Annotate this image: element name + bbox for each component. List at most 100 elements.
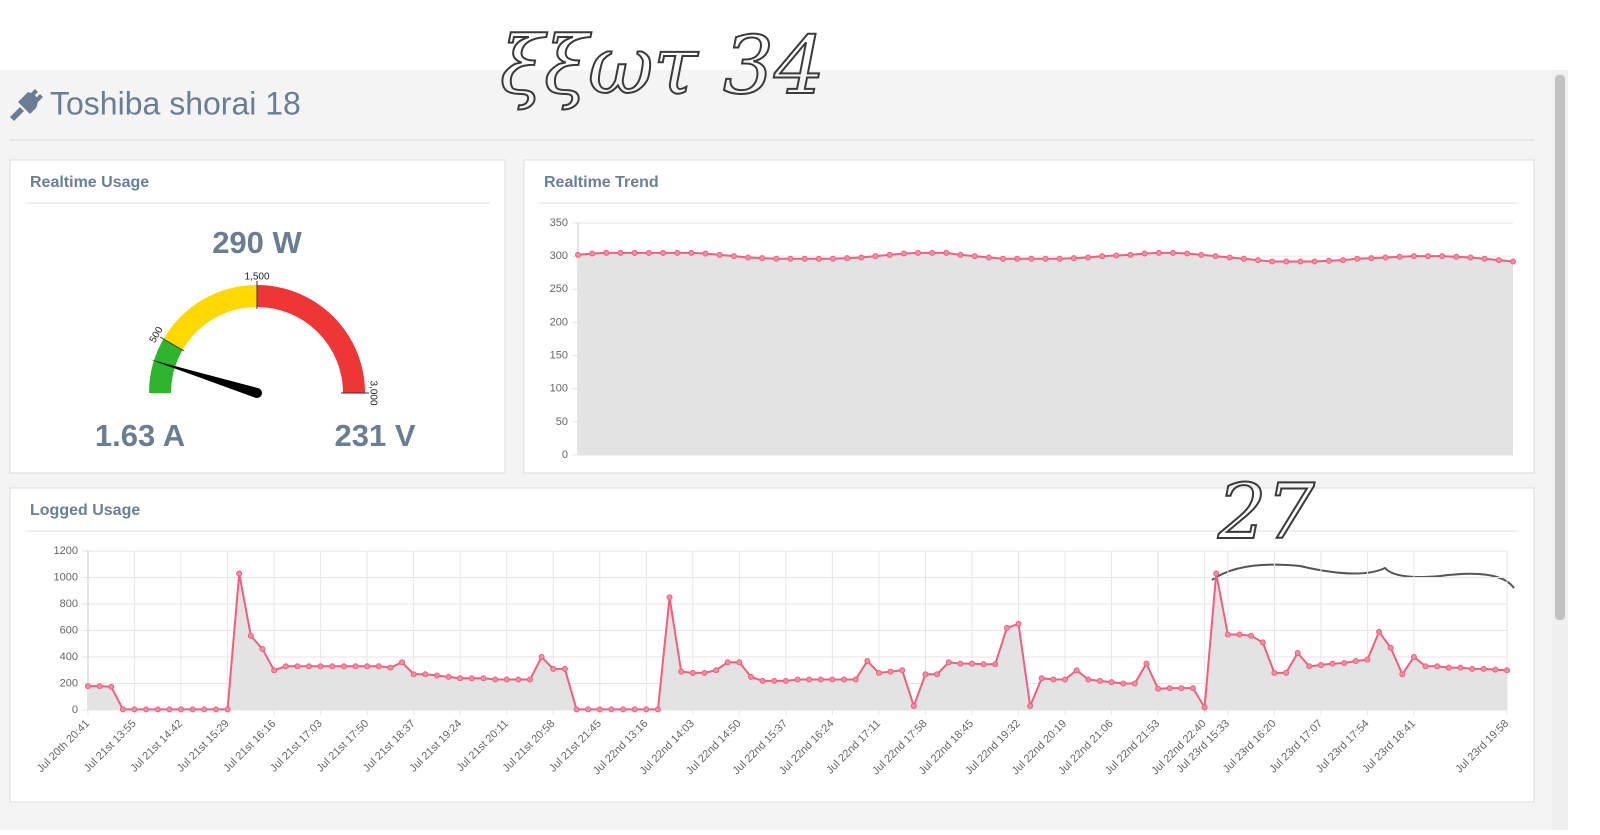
panel-title: Logged Usage xyxy=(30,502,140,519)
y-tick-label: 100 xyxy=(550,383,568,395)
point xyxy=(929,249,936,256)
point xyxy=(1329,660,1336,667)
y-tick-label: 200 xyxy=(550,316,568,328)
point xyxy=(1311,258,1318,265)
point xyxy=(1352,657,1359,664)
point xyxy=(852,676,859,683)
point xyxy=(1042,255,1049,262)
point xyxy=(1000,255,1006,262)
point xyxy=(1155,249,1162,256)
point xyxy=(1294,650,1301,657)
point xyxy=(1099,253,1106,260)
point xyxy=(1096,677,1103,684)
y-tick-label: 0 xyxy=(562,449,568,461)
point xyxy=(1306,663,1313,670)
point xyxy=(1376,628,1383,635)
point xyxy=(702,250,709,257)
gauge-needle xyxy=(150,359,259,398)
point xyxy=(596,706,603,713)
point xyxy=(603,249,610,256)
handwritten-stroke xyxy=(1211,563,1515,589)
point xyxy=(817,676,824,683)
point xyxy=(1364,656,1371,663)
power-reading: 290 W xyxy=(212,225,302,260)
point xyxy=(1317,661,1324,668)
point xyxy=(212,706,219,713)
point xyxy=(730,253,737,260)
point xyxy=(875,669,882,676)
point xyxy=(1297,258,1304,265)
point xyxy=(1340,257,1346,264)
point xyxy=(759,255,766,262)
point xyxy=(457,675,464,682)
point xyxy=(1399,671,1406,678)
point xyxy=(259,646,266,653)
point xyxy=(1226,254,1233,261)
point xyxy=(1184,250,1191,257)
point xyxy=(294,663,301,670)
point xyxy=(96,683,103,690)
point xyxy=(1434,663,1441,670)
point xyxy=(352,663,359,670)
area xyxy=(88,573,1507,710)
point xyxy=(1439,253,1446,260)
point xyxy=(759,677,766,684)
point xyxy=(864,657,871,664)
gauge-band xyxy=(163,285,257,350)
panel xyxy=(9,159,506,474)
point xyxy=(971,253,978,260)
panel xyxy=(9,487,1535,803)
point xyxy=(660,249,666,256)
point xyxy=(1127,251,1134,258)
point xyxy=(1141,250,1148,257)
point xyxy=(189,706,196,713)
point xyxy=(1271,669,1278,676)
point xyxy=(1269,258,1276,265)
gauge-hub xyxy=(252,388,262,398)
point xyxy=(1028,255,1035,262)
point xyxy=(282,663,289,670)
point xyxy=(747,673,754,680)
point xyxy=(1481,255,1488,262)
point xyxy=(1495,257,1502,264)
point xyxy=(561,665,568,672)
gauge-band xyxy=(149,339,183,393)
point xyxy=(480,675,487,682)
point xyxy=(1201,704,1208,711)
point xyxy=(1070,255,1077,262)
point xyxy=(980,661,987,668)
point xyxy=(773,255,780,262)
point xyxy=(166,706,173,713)
point xyxy=(1056,255,1063,262)
point xyxy=(1457,664,1464,671)
point xyxy=(1027,703,1034,710)
point xyxy=(1422,663,1429,670)
point xyxy=(1073,667,1080,674)
y-tick-label: 800 xyxy=(60,598,78,610)
point xyxy=(806,676,813,683)
point xyxy=(1178,685,1185,692)
handwritten-note: 27 xyxy=(1217,467,1315,556)
point xyxy=(957,251,964,258)
scrollbar-thumb[interactable] xyxy=(1555,75,1565,620)
point xyxy=(713,667,720,674)
point xyxy=(201,706,208,713)
y-tick-label: 600 xyxy=(60,624,78,636)
point xyxy=(1212,253,1219,260)
point xyxy=(841,676,848,683)
point xyxy=(422,671,429,678)
point xyxy=(1283,258,1290,265)
point xyxy=(575,251,581,258)
point xyxy=(340,663,347,670)
point xyxy=(1325,257,1332,264)
point xyxy=(1189,685,1196,692)
point xyxy=(178,706,185,713)
point xyxy=(794,676,801,683)
point xyxy=(1166,685,1173,692)
point xyxy=(589,250,596,257)
point xyxy=(643,706,650,713)
point xyxy=(945,659,952,666)
point xyxy=(608,706,615,713)
point xyxy=(492,676,499,683)
point xyxy=(858,254,865,261)
